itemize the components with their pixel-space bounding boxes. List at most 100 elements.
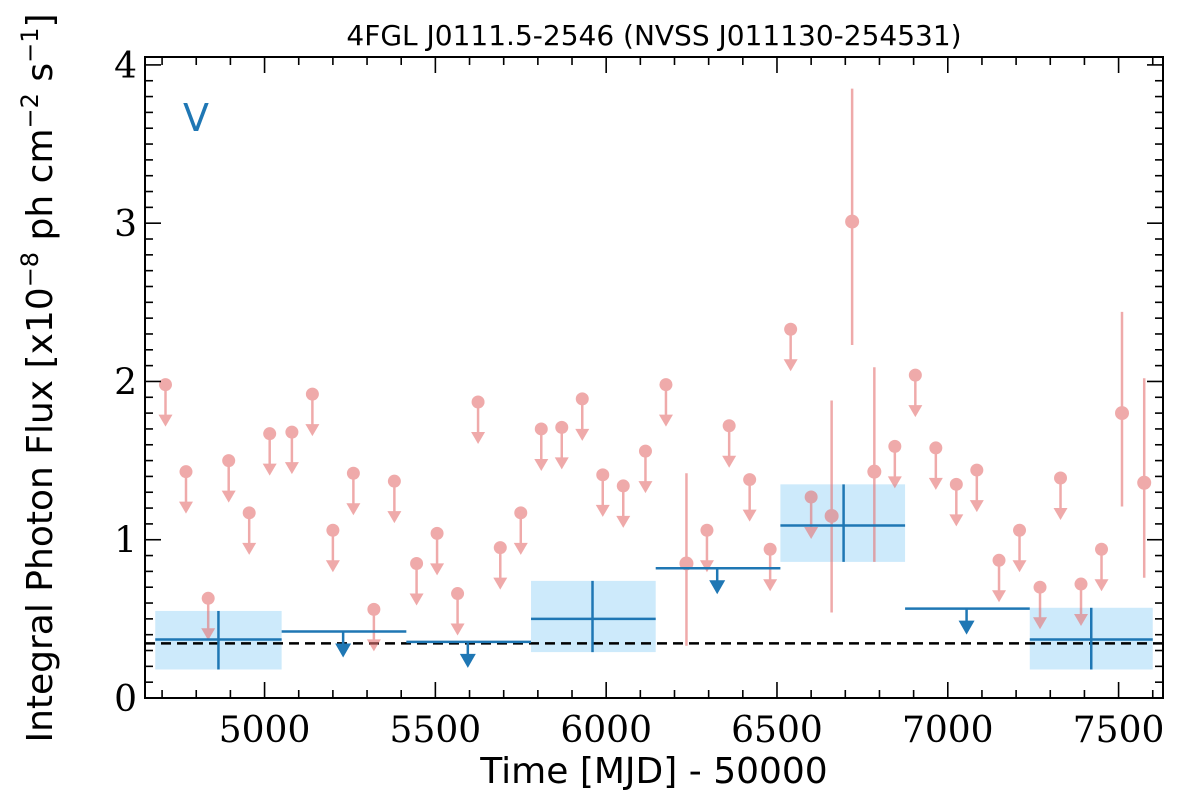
x-tick-label: 6500	[731, 710, 823, 751]
short-upper-limit	[1033, 580, 1048, 630]
upper-limit-arrow	[305, 424, 320, 437]
upper-limit-marker	[1095, 542, 1109, 556]
upper-limit-marker	[763, 542, 777, 556]
long-bin-upper-limit	[905, 607, 1030, 635]
upper-limit-arrow	[325, 560, 340, 573]
upper-limit-arrow	[575, 428, 590, 441]
short-upper-limit	[554, 420, 569, 470]
y-tick-label: 0	[114, 679, 137, 720]
upper-limit-arrow	[804, 526, 819, 539]
upper-limit-marker	[534, 422, 548, 436]
upper-limit-marker	[596, 468, 610, 482]
long-bin-arrow	[958, 620, 975, 635]
upper-limit-marker	[638, 444, 652, 458]
short-upper-limit	[1012, 523, 1027, 573]
upper-limit-arrow	[158, 414, 173, 427]
upper-limit-arrow	[554, 457, 569, 470]
long-bin-upper-limit	[655, 566, 781, 595]
x-tick-label: 5000	[219, 710, 311, 751]
upper-limit-marker	[387, 474, 401, 488]
upper-limit-marker	[784, 322, 798, 336]
upper-limit-arrow	[949, 514, 964, 527]
upper-limit-arrow	[1053, 508, 1068, 521]
upper-limit-marker	[222, 454, 236, 468]
flux-marker	[867, 464, 882, 479]
upper-limit-marker	[367, 602, 381, 616]
upper-limit-arrow	[1012, 560, 1027, 573]
upper-limit-arrow	[201, 628, 216, 641]
upper-limit-arrow	[969, 500, 984, 513]
short-upper-limit	[949, 477, 964, 527]
upper-limit-marker	[992, 553, 1006, 567]
flux-marker	[1115, 406, 1130, 421]
upper-limit-marker	[722, 419, 736, 433]
upper-limit-marker	[743, 473, 757, 487]
upper-limit-marker	[616, 479, 630, 493]
short-upper-limit	[616, 479, 631, 528]
short-upper-limit	[366, 602, 381, 652]
upper-limit-arrow	[658, 414, 673, 427]
short-upper-limit	[722, 419, 737, 468]
short-upper-limit	[783, 322, 798, 372]
upper-limit-marker	[201, 591, 215, 605]
upper-limit-marker	[242, 506, 256, 520]
short-upper-limit	[595, 468, 610, 517]
upper-limit-arrow	[471, 432, 486, 445]
upper-limit-arrow	[366, 639, 381, 652]
short-upper-limit	[513, 506, 528, 555]
short-upper-limit	[575, 392, 590, 441]
upper-limit-arrow	[638, 481, 653, 494]
upper-limit-arrow	[493, 577, 508, 590]
upper-limit-marker	[1054, 471, 1068, 485]
short-upper-limit	[158, 378, 173, 427]
upper-limit-arrow	[346, 503, 361, 516]
upper-limit-arrow	[1094, 579, 1109, 592]
upper-limit-arrow	[284, 462, 299, 475]
short-upper-limit	[658, 378, 673, 427]
upper-limit-arrow	[262, 463, 277, 476]
upper-limit-arrow	[221, 490, 236, 503]
upper-limit-marker	[179, 465, 193, 479]
long-bin-measurement	[155, 610, 282, 670]
short-upper-limit	[928, 441, 943, 490]
upper-limit-arrow	[242, 542, 257, 555]
x-tick-label: 6000	[560, 710, 652, 751]
short-upper-limit	[908, 368, 923, 418]
upper-limit-arrow	[450, 623, 465, 636]
x-axis-label: Time [MJD] - 50000	[479, 751, 827, 792]
upper-limit-marker	[555, 420, 569, 434]
short-upper-limit	[346, 466, 361, 516]
short-upper-limit	[534, 422, 549, 471]
short-data-point	[824, 400, 839, 613]
flux-marker	[1137, 475, 1152, 490]
short-upper-limit	[242, 506, 257, 555]
upper-limit-arrow	[387, 511, 402, 524]
long-bin-arrow	[335, 643, 352, 658]
short-upper-limit	[1074, 577, 1089, 627]
flux-marker	[824, 508, 839, 523]
long-bin-measurement	[1029, 607, 1153, 670]
plot-frame	[144, 56, 1164, 699]
short-upper-limit	[992, 553, 1007, 603]
short-upper-limit	[387, 474, 402, 524]
upper-limit-arrow	[928, 477, 943, 490]
upper-limit-marker	[1033, 580, 1047, 594]
upper-limit-marker	[1074, 577, 1088, 591]
short-upper-limit	[325, 523, 340, 573]
long-bin-upper-limit	[406, 640, 532, 668]
upper-limit-marker	[908, 368, 922, 382]
upper-limit-arrow	[616, 515, 631, 528]
upper-limit-arrow	[763, 579, 778, 592]
y-axis-label: Integral Photon Flux [x10−8 ph cm−2 s−1]	[16, 13, 61, 742]
flux-marker	[845, 214, 860, 229]
upper-limit-marker	[949, 477, 963, 491]
upper-limit-arrow	[178, 501, 193, 514]
short-upper-limit	[493, 541, 508, 590]
short-data-point	[867, 367, 882, 562]
upper-limit-arrow	[992, 590, 1007, 603]
x-tick-label: 7000	[902, 710, 994, 751]
upper-limit-arrow	[534, 458, 549, 471]
band-label: V	[183, 96, 209, 140]
long-bin-arrow	[459, 653, 476, 668]
upper-limit-arrow	[1033, 617, 1048, 630]
